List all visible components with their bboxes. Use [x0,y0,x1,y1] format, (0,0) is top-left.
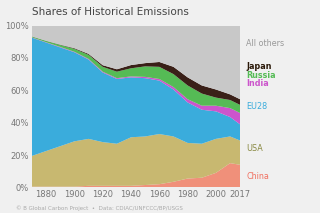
Text: USA: USA [246,144,263,153]
Text: Russia: Russia [246,71,276,80]
Text: India: India [246,79,269,88]
Text: © B Global Carbon Project  •  Data: CDIAC/UNFCCC/BP/USGS: © B Global Carbon Project • Data: CDIAC/… [16,205,183,211]
Text: China: China [246,172,269,181]
Text: Shares of Historical Emissions: Shares of Historical Emissions [32,7,189,17]
Text: Japan: Japan [246,62,272,71]
Text: All others: All others [246,39,284,48]
Text: EU28: EU28 [246,102,268,111]
